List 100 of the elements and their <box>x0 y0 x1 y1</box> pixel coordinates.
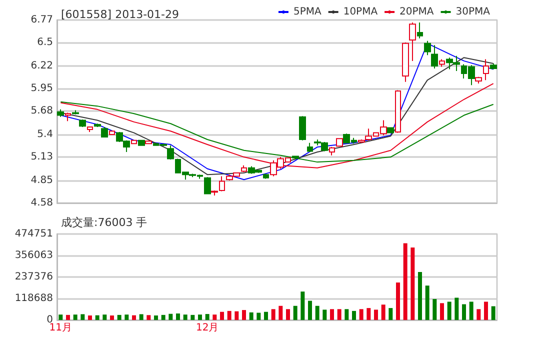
bar <box>198 314 202 320</box>
bar <box>337 309 342 320</box>
y-tick-label: 6.22 <box>30 60 53 72</box>
bar <box>139 314 144 320</box>
candlestick <box>387 127 394 134</box>
bar <box>469 302 474 320</box>
y-tick-label: 6.77 <box>30 14 53 26</box>
bar <box>176 313 180 320</box>
candlestick <box>109 130 115 135</box>
candlestick <box>72 110 79 115</box>
bar <box>315 306 320 320</box>
candlestick <box>299 116 306 141</box>
bar <box>322 310 327 320</box>
candlestick <box>131 140 137 144</box>
bar <box>330 309 334 320</box>
bar <box>447 302 452 320</box>
bar <box>271 309 276 320</box>
candlestick <box>211 190 218 196</box>
bar <box>396 282 400 320</box>
bar <box>491 306 496 320</box>
bar <box>212 314 217 320</box>
candlestick <box>483 58 489 81</box>
x-tick-label: 12月 <box>196 322 219 334</box>
candlestick <box>87 126 93 132</box>
y-tick-label: 5.95 <box>30 83 53 94</box>
candlestick <box>219 176 225 192</box>
chart-title: 成交量:76003 手 <box>61 216 148 229</box>
bar <box>278 306 283 320</box>
bar <box>366 308 371 320</box>
candlestick <box>439 58 445 68</box>
candlestick <box>57 108 64 118</box>
y-tick-label: 5.4 <box>37 128 53 140</box>
bar <box>374 310 378 320</box>
candlestick <box>94 123 101 128</box>
y-tick-label: 6.5 <box>37 37 53 48</box>
line-series <box>60 101 494 163</box>
bar <box>286 309 290 320</box>
bar <box>220 312 224 320</box>
candlestick <box>395 90 401 134</box>
bar <box>440 303 444 320</box>
bar <box>132 315 136 320</box>
candlestick <box>263 173 269 180</box>
bar <box>168 314 173 320</box>
candlestick <box>79 118 86 128</box>
legend-label: 30PMA <box>456 6 490 18</box>
candlestick <box>409 22 416 62</box>
bar <box>161 314 166 320</box>
candlestick <box>329 146 335 156</box>
bar <box>410 248 415 320</box>
x-tick-label: 11月 <box>49 322 72 334</box>
candlestick <box>145 140 152 144</box>
bar <box>205 314 210 320</box>
bar <box>190 314 195 320</box>
y-tick-label: 474751 <box>14 228 53 240</box>
candlestick <box>358 138 365 144</box>
y-tick-label: 4.58 <box>30 198 53 208</box>
candlestick <box>167 144 174 160</box>
candlestick <box>431 44 438 69</box>
bar <box>88 315 92 320</box>
bar <box>300 292 305 320</box>
bar <box>227 310 232 320</box>
y-tick-label: 5.68 <box>30 106 53 117</box>
bar <box>102 314 107 320</box>
candlestick <box>402 42 409 82</box>
candlestick <box>241 164 247 173</box>
bar <box>344 309 349 320</box>
bar <box>73 314 78 320</box>
bar <box>183 314 188 320</box>
candlestick <box>101 126 108 138</box>
bar <box>359 309 364 320</box>
bar <box>425 286 430 320</box>
y-tick-label: 237376 <box>14 272 53 282</box>
bar <box>462 304 466 320</box>
bar <box>242 310 246 320</box>
bar <box>146 315 151 320</box>
bar <box>66 314 70 320</box>
candlestick <box>65 112 71 122</box>
bar <box>154 315 158 320</box>
bar <box>432 298 437 320</box>
bar <box>381 304 386 320</box>
candlestick <box>424 40 431 56</box>
y-tick-label: 5.13 <box>30 152 53 163</box>
candlestick <box>475 76 482 84</box>
bar <box>388 308 393 320</box>
bar <box>58 314 63 320</box>
bar <box>256 312 261 320</box>
bar <box>80 314 85 320</box>
bar <box>95 315 100 320</box>
legend-label: 5PMA <box>293 6 322 18</box>
legend-label: 20PMA <box>400 6 434 18</box>
bar <box>418 272 422 320</box>
candlestick <box>138 140 145 146</box>
y-tick-label: 118688 <box>14 293 53 304</box>
bar <box>264 312 268 320</box>
bar <box>293 306 298 320</box>
bar <box>454 298 459 320</box>
legend-label: 10PMA <box>343 6 378 18</box>
bar <box>249 312 254 320</box>
bar <box>234 311 239 320</box>
bar <box>117 314 122 320</box>
